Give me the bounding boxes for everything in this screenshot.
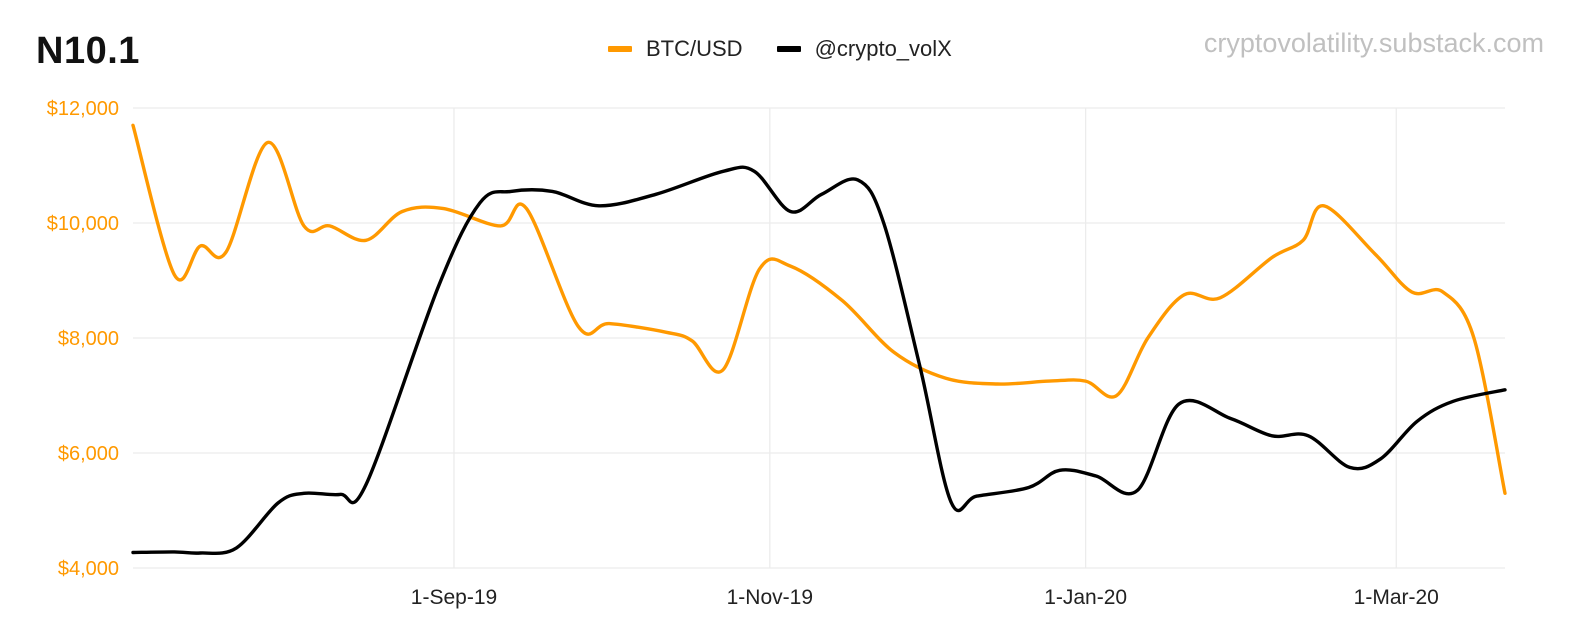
x-tick-label: 1-Mar-20 <box>1354 586 1439 609</box>
legend-label-volx: @crypto_volX <box>814 36 952 61</box>
y-tick-label: $12,000 <box>47 98 119 120</box>
y-tick-label: $6,000 <box>58 443 119 465</box>
series-line-btc-usd <box>131 123 1507 495</box>
legend-label-btc: BTC/USD <box>646 36 743 61</box>
y-tick-label: $4,000 <box>58 558 119 580</box>
y-tick-label: $8,000 <box>58 328 119 350</box>
legend: BTC/USD @crypto_volX <box>608 36 952 62</box>
series-lines <box>131 123 1507 556</box>
x-tick-label: 1-Nov-19 <box>727 586 813 609</box>
series-line-crypto-volx <box>131 165 1507 556</box>
x-tick-label: 1-Jan-20 <box>1044 586 1127 609</box>
legend-item-btc: BTC/USD <box>608 36 743 62</box>
legend-swatch-btc <box>608 46 632 52</box>
grid <box>133 107 1505 569</box>
x-tick-label: 1-Sep-19 <box>411 586 497 609</box>
legend-swatch-volx <box>776 46 801 52</box>
axes: $12,000 $10,000 $8,000 $6,000 $4,000 1-Sep-19… <box>47 98 1439 609</box>
chart-title: N10.1 <box>36 30 140 72</box>
legend-item-volx: @crypto_volX <box>776 36 952 62</box>
y-tick-label: $10,000 <box>47 213 119 235</box>
watermark: cryptovolatility.substack.com <box>1203 28 1544 58</box>
